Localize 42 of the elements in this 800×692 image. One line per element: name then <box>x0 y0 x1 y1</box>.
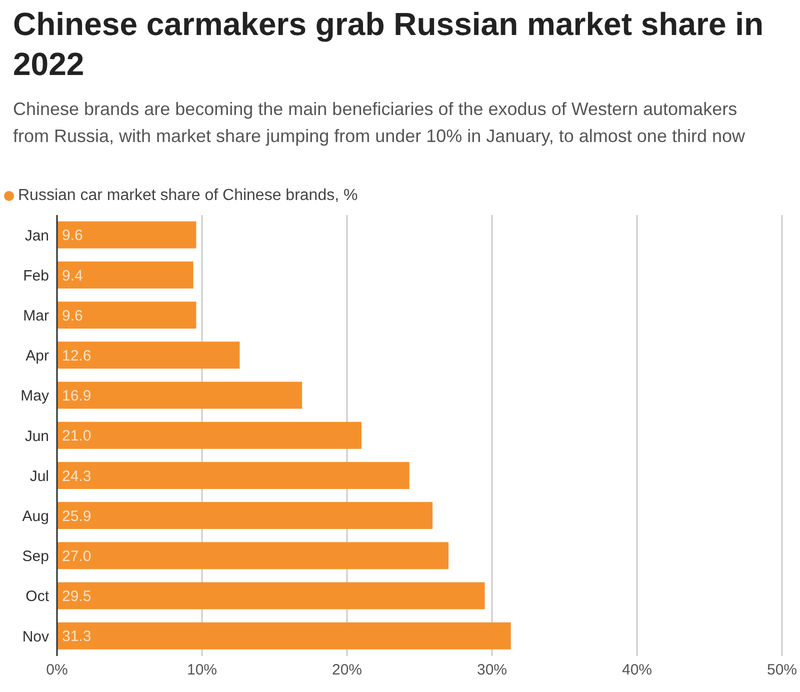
y-tick-label: Sep <box>22 548 49 566</box>
data-label: 12.6 <box>62 348 92 365</box>
x-tick-label: 30% <box>476 662 508 679</box>
data-label: 25.9 <box>62 508 92 525</box>
y-tick-label: Jun <box>24 428 49 445</box>
y-tick-label: Feb <box>23 267 49 284</box>
data-label: 31.3 <box>62 628 92 646</box>
bar <box>57 302 196 329</box>
y-tick-label: May <box>20 388 50 405</box>
y-tick-label: Aug <box>22 508 49 526</box>
bar <box>57 382 302 409</box>
x-tick-label: 0% <box>46 662 68 679</box>
data-label: 16.9 <box>62 388 92 405</box>
data-label: 24.3 <box>62 468 92 485</box>
y-tick-label: Nov <box>22 628 50 646</box>
bar <box>57 422 362 449</box>
y-tick-label: Mar <box>23 308 49 325</box>
data-label: 29.5 <box>62 588 92 606</box>
data-label: 27.0 <box>62 548 92 565</box>
data-label: 9.6 <box>62 307 83 324</box>
data-label: 9.6 <box>62 227 83 244</box>
bar <box>57 342 240 369</box>
x-tick-label: 50% <box>766 662 798 679</box>
bar <box>57 221 196 248</box>
y-tick-label: Jan <box>24 227 49 244</box>
y-tick-label: Apr <box>26 348 50 365</box>
x-tick-label: 20% <box>332 662 362 679</box>
y-tick-label: Jul <box>30 468 49 485</box>
bar <box>57 542 448 570</box>
x-tick-label: 10% <box>186 662 218 679</box>
x-tick-label: 40% <box>622 662 652 679</box>
data-label: 9.4 <box>62 267 83 284</box>
chart-title: Chinese carmakers grab Russian market share in 2022 <box>13 5 765 84</box>
data-label: 21.0 <box>62 428 92 445</box>
bar <box>57 462 410 489</box>
chart-subtitle: Chinese brands are becoming the main beneficiaries of the exodus of Western automakers from Russia, with market share jumping from under 10% in January, to almost one third now <box>13 98 746 148</box>
y-tick-label: Oct <box>26 588 50 606</box>
bar <box>57 262 194 289</box>
bar <box>57 502 433 530</box>
legend-label: Russian car market share of Chinese brands, % <box>18 187 358 204</box>
bar <box>57 582 485 610</box>
bar <box>57 622 511 650</box>
